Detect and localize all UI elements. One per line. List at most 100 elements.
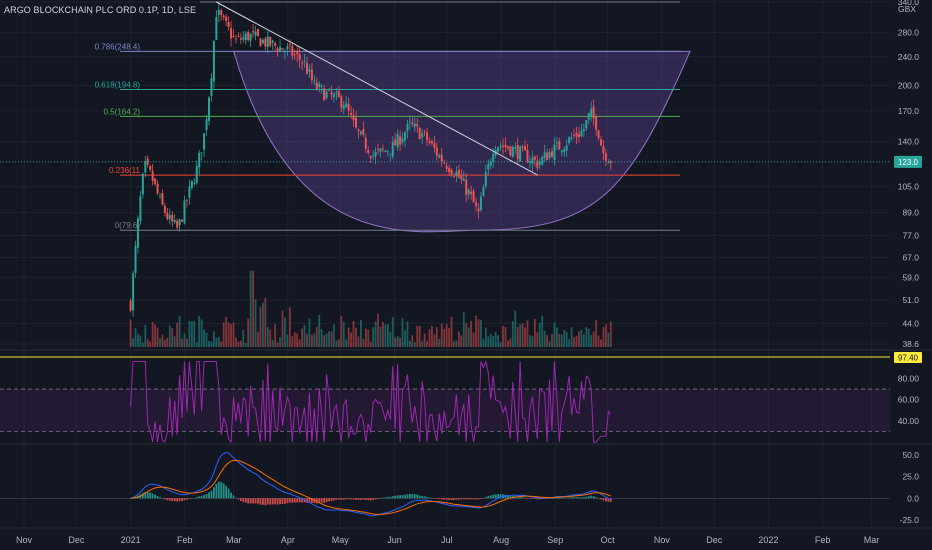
macd-histogram-bar: [271, 498, 274, 505]
candle-body: [293, 54, 296, 56]
macd-histogram-bar: [382, 497, 384, 499]
volume-bars: [129, 270, 612, 347]
volume-bar: [210, 341, 213, 347]
macd-histogram-bar: [401, 495, 404, 499]
candle-body: [308, 69, 311, 72]
candle-body: [352, 115, 355, 121]
candle-body: [347, 103, 350, 111]
volume-bar: [159, 338, 161, 347]
candle-body: [367, 150, 370, 154]
rsi-axis-tick: 40.00: [898, 416, 920, 426]
time-axis-label: Dec: [706, 535, 723, 545]
downtrend-line: [215, 1, 539, 176]
axes: 340.0 280.0 240.0 200.0 170.0 140.0 105.0 89.0 7…: [0, 0, 932, 529]
macd-histogram-bar: [489, 495, 492, 499]
candle-body: [489, 161, 492, 166]
candle-body: [597, 130, 600, 138]
macd-histogram-bar: [484, 497, 487, 499]
candle-body: [215, 17, 218, 40]
candle-body: [208, 97, 210, 121]
volume-bar: [164, 340, 166, 347]
macd-histogram-bar: [575, 497, 578, 499]
volume-bar: [291, 336, 294, 347]
volume-bar: [553, 322, 556, 347]
volume-bar: [149, 341, 152, 347]
time-axis-label: Sep: [547, 535, 563, 545]
candle-body: [288, 44, 291, 46]
candle-body: [161, 193, 164, 205]
volume-bar: [541, 315, 544, 347]
volume-bar: [453, 341, 455, 347]
volume-bar: [173, 336, 176, 347]
volume-bar: [279, 337, 281, 347]
volume-bar: [538, 322, 541, 347]
macd-histogram-bar: [386, 496, 389, 499]
macd-histogram-bar: [377, 498, 379, 499]
macd-pane[interactable]: 50.0 25.0 0.0 -25.0: [0, 450, 919, 525]
candle-body: [472, 191, 475, 203]
macd-histogram-bar: [384, 497, 387, 499]
macd-histogram-bar: [166, 498, 169, 501]
volume-bar: [492, 335, 495, 347]
macd-histogram-bar: [173, 498, 176, 502]
volume-bar: [438, 338, 441, 347]
candle-body: [173, 219, 176, 223]
candle-body: [266, 36, 269, 48]
volume-bar: [411, 335, 414, 347]
volume-bar: [323, 335, 326, 347]
candle-body: [176, 220, 179, 228]
macd-histogram-bar: [433, 498, 436, 499]
volume-bar: [582, 334, 585, 347]
candle-body: [445, 166, 448, 169]
volume-bar: [516, 326, 519, 347]
candle-body: [396, 134, 399, 148]
volume-bar: [137, 333, 139, 347]
time-axis-label: Nov: [654, 535, 671, 545]
candle-body: [582, 129, 585, 132]
candle-body: [563, 149, 566, 153]
price-pane[interactable]: 0.786(248.4) 0.618(194.8) 0.5(164.2) 0.236(…: [0, 1, 890, 347]
macd-histogram-bar: [374, 498, 377, 500]
candle-body: [506, 146, 509, 149]
chart-title: ARGO BLOCKCHAIN PLC ORD 0.1P, 1D, LSE: [4, 5, 197, 15]
candle-body: [482, 187, 485, 197]
candle-body: [320, 86, 323, 87]
candle-body: [350, 113, 353, 115]
rsi-pane[interactable]: 97.40 80.00 60.00 40.00: [0, 352, 922, 444]
macd-histogram-bar: [592, 496, 595, 499]
candle-body: [328, 89, 331, 91]
volume-bar: [590, 335, 593, 347]
candle-body: [205, 119, 208, 131]
macd-histogram-bar: [210, 490, 213, 499]
candle-body: [141, 173, 144, 195]
candle-body: [190, 180, 193, 188]
volume-bar: [428, 329, 431, 347]
candle-body: [193, 182, 196, 184]
candle-body: [139, 196, 142, 222]
time-axis-label: Feb: [815, 535, 831, 545]
volume-bar: [570, 327, 573, 347]
candle-body: [332, 94, 335, 98]
volume-bar: [203, 329, 205, 347]
volume-bar: [394, 337, 397, 347]
macd-histogram-bar: [141, 492, 144, 499]
volume-bar: [575, 335, 578, 347]
candle-body: [195, 165, 198, 183]
volume-bar: [514, 310, 517, 347]
volume-bar: [342, 321, 345, 347]
macd-histogram-bar: [524, 497, 526, 499]
candle-body: [404, 132, 406, 140]
macd-histogram-bar: [340, 498, 343, 500]
volume-bar: [377, 313, 379, 347]
candle-body: [460, 176, 463, 180]
price-axis-tick: 38.6: [902, 339, 919, 349]
macd-histogram-bar: [208, 492, 210, 499]
candle-body: [479, 196, 482, 211]
time-axis: Nov Dec 2021 Feb Mar Apr May Jun Jul Aug Sep Oct Nov…: [16, 535, 879, 545]
macd-histogram-bar: [335, 498, 338, 500]
macd-histogram-bar: [242, 498, 245, 503]
macd-histogram-bar: [355, 498, 357, 500]
macd-axis-tick: 0.0: [907, 493, 919, 503]
macd-histogram-bar: [198, 496, 201, 499]
